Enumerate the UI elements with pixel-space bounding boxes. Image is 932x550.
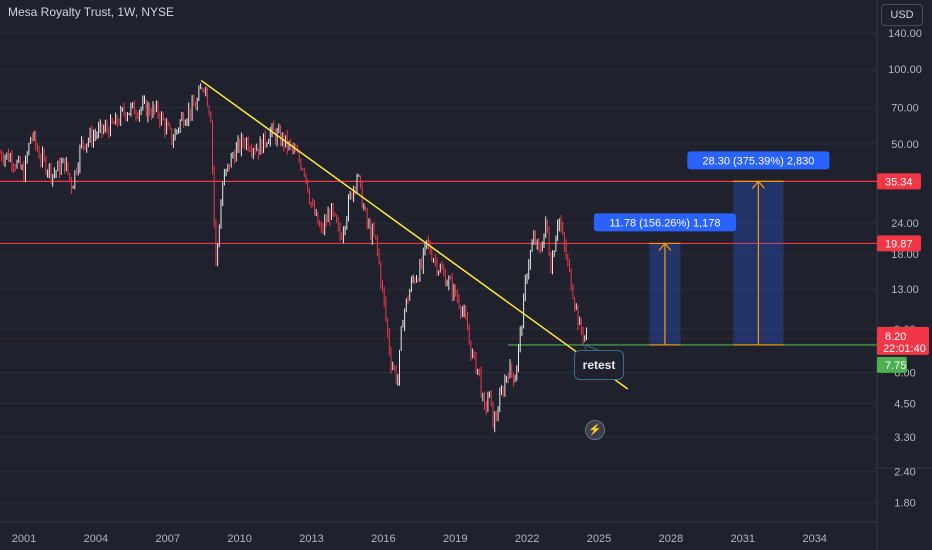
y-tick-label: 2.40 xyxy=(894,466,915,478)
lightning-icon[interactable]: ⚡ xyxy=(585,420,605,440)
x-tick-label: 2016 xyxy=(371,533,395,545)
y-tick-label: 50.00 xyxy=(891,139,919,151)
retest-pointer xyxy=(583,344,599,351)
y-tick-label: 18.00 xyxy=(891,249,919,261)
support-price-label: 7.75 xyxy=(885,360,906,372)
y-tick-label: 140.00 xyxy=(888,28,922,40)
y-tick-label: 13.00 xyxy=(891,284,919,296)
x-tick-label: 2013 xyxy=(299,533,323,545)
last-price-box xyxy=(877,326,929,355)
x-tick-label: 2010 xyxy=(227,533,251,545)
y-tick-label: 3.30 xyxy=(894,432,915,444)
currency-selector[interactable]: USD xyxy=(881,4,923,26)
price-range-arrowhead xyxy=(751,180,765,189)
x-tick-label: 2022 xyxy=(515,533,539,545)
chart-title: Mesa Royalty Trust, 1W, NYSE xyxy=(8,5,175,19)
level-price-label: 19.87 xyxy=(885,238,913,250)
y-tick-label: 70.00 xyxy=(891,103,919,115)
x-tick-label: 2025 xyxy=(587,533,611,545)
y-tick-label: 1.80 xyxy=(894,497,915,509)
x-tick-label: 2001 xyxy=(12,533,36,545)
downtrend-line[interactable] xyxy=(200,79,629,390)
y-tick-label: 100.00 xyxy=(888,64,922,76)
y-tick-label: 4.50 xyxy=(894,399,915,411)
x-tick-label: 2007 xyxy=(155,533,179,545)
y-tick-label: 24.00 xyxy=(891,218,919,230)
price-range-label: 28.30 (375.39%) 2,830 xyxy=(702,155,814,167)
price-range-arrowhead xyxy=(658,242,672,251)
price-range-label-box xyxy=(687,151,830,170)
price-range-label: 11.78 (156.26%) 1,178 xyxy=(609,217,720,229)
x-tick-label: 2019 xyxy=(443,533,467,545)
x-tick-label: 2034 xyxy=(802,533,826,545)
x-tick-label: 2028 xyxy=(659,533,683,545)
retest-annotation[interactable]: retest xyxy=(574,350,624,380)
level-price-label-box xyxy=(877,173,921,190)
level-price-label: 35.34 xyxy=(885,176,913,188)
x-tick-label: 2031 xyxy=(731,533,755,545)
level-price-label-box xyxy=(877,235,921,252)
x-tick-label: 2004 xyxy=(84,533,108,545)
price-range-label-box xyxy=(593,213,736,232)
support-price-box xyxy=(877,356,907,373)
last-price-label: 8.20 xyxy=(885,331,906,343)
countdown-label: 22:01:40 xyxy=(883,343,926,355)
